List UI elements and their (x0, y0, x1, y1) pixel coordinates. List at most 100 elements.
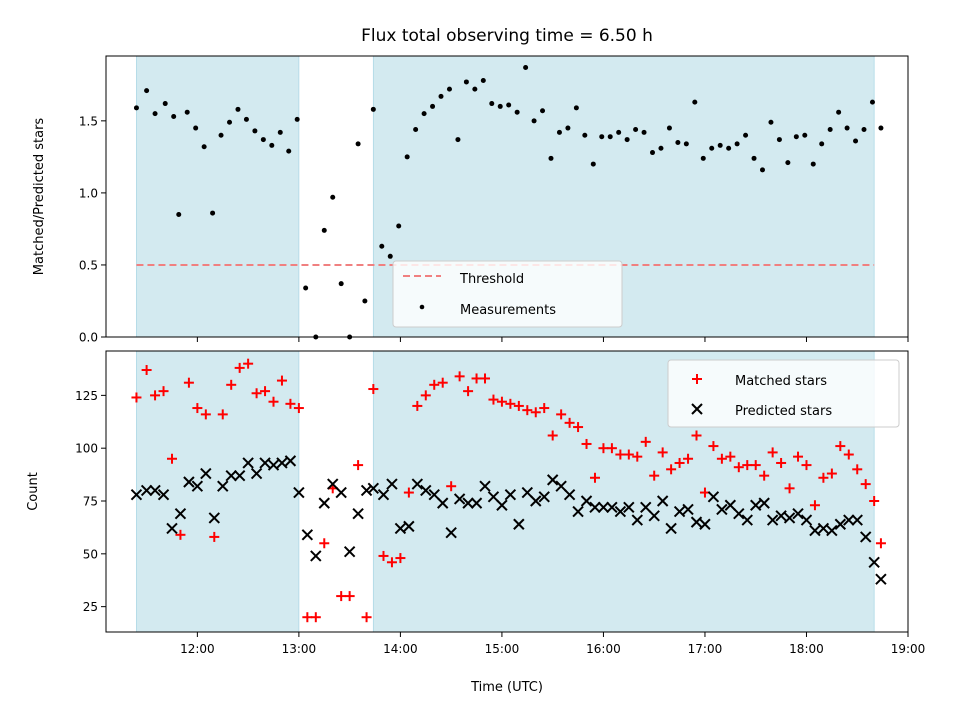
marker-stroke (623, 501, 635, 514)
marker-stroke (834, 518, 847, 530)
measurement-point (321, 227, 327, 233)
matched-star-point (260, 386, 271, 397)
matched-star-point (226, 379, 237, 390)
predicted-star-point (538, 491, 550, 503)
measurement-point (162, 101, 168, 107)
predicted-star-point (750, 499, 762, 511)
marker-stroke (775, 510, 787, 522)
marker-stroke (394, 522, 407, 535)
matched-star-point (708, 441, 719, 452)
marker-stroke (792, 507, 804, 520)
predicted-star-point (377, 488, 390, 501)
matched-star-point (183, 377, 194, 388)
predicted-star-point (242, 457, 254, 469)
matched-star-point (809, 500, 820, 511)
matched-star-point (344, 591, 355, 602)
marker-stroke (327, 478, 339, 490)
predicted-star-point (859, 531, 872, 543)
measurement-point (793, 134, 799, 140)
predicted-star-point (233, 469, 246, 482)
y-tick-label: 75 (83, 495, 98, 509)
marker-stroke (809, 524, 821, 537)
measurement-point (548, 155, 554, 161)
marker-stroke (504, 488, 517, 501)
predicted-star-point (301, 529, 314, 541)
matched-star-point (488, 394, 499, 405)
marker-stroke (284, 455, 297, 467)
measurement-point (176, 212, 182, 218)
measurement-point (421, 111, 427, 117)
marker-stroke (267, 459, 280, 471)
predicted-star-point (208, 512, 220, 524)
predicted-star-point (597, 501, 610, 514)
chart-title: Flux total observing time = 6.50 h (361, 26, 653, 46)
predicted-star-point (183, 476, 195, 488)
predicted-star-point (360, 484, 373, 497)
predicted-star-point (453, 493, 466, 505)
marker-stroke (217, 480, 229, 492)
marker-stroke (166, 522, 178, 535)
predicted-star-point (200, 467, 212, 480)
matched-star-point (141, 365, 152, 376)
measurement-point (759, 167, 765, 173)
marker-stroke (276, 457, 288, 469)
marker-stroke (631, 514, 643, 526)
predicted-star-point (504, 488, 517, 501)
legend-measurements-swatch (419, 304, 425, 310)
predicted-star-point (875, 573, 887, 585)
predicted-star-point (335, 486, 347, 499)
measurement-point (362, 298, 368, 304)
marker-stroke (597, 501, 610, 514)
measurement-point (171, 114, 177, 120)
matched-star-point (395, 553, 406, 564)
y-tick-label: 0.0 (79, 331, 98, 345)
predicted-star-point (682, 503, 694, 516)
measurement-point (878, 125, 884, 131)
marker-stroke (800, 514, 813, 526)
x-tick-label: 15:00 (485, 642, 520, 656)
predicted-star-point (614, 505, 627, 518)
matched-star-point (336, 591, 347, 602)
marker-stroke (191, 480, 204, 492)
matched-star-point (353, 460, 364, 471)
matched-star-point (733, 462, 744, 473)
legend-matched-swatch (692, 374, 702, 384)
matched-star-point (547, 430, 558, 441)
y-tick-label: 50 (83, 547, 98, 561)
matched-star-point (505, 398, 516, 409)
predicted-star-point (174, 507, 187, 520)
predicted-star-point (394, 522, 407, 535)
predicted-star-point (868, 556, 880, 568)
marker-stroke (530, 495, 542, 507)
legend-matched-label: Matched stars (735, 374, 827, 389)
matched-star-point (302, 612, 313, 623)
predicted-star-point (250, 467, 263, 480)
measurement-point (489, 101, 495, 107)
marker-stroke (614, 505, 627, 518)
marker-stroke (546, 474, 559, 486)
x-tick-label: 12:00 (180, 642, 215, 656)
predicted-star-point (546, 474, 559, 486)
marker-stroke (690, 516, 703, 528)
matched-star-point (268, 396, 279, 407)
y-tick-label: 25 (83, 600, 98, 614)
measurement-point (396, 223, 402, 229)
marker-stroke (875, 573, 887, 585)
marker-stroke (157, 488, 170, 501)
marker-stroke (411, 478, 424, 490)
y-tick-label: 125 (75, 389, 98, 403)
marker-stroke (691, 403, 703, 415)
measurement-point (243, 116, 249, 122)
marker-stroke (233, 469, 246, 482)
top-measurement-points (133, 65, 884, 340)
predicted-star-point (783, 512, 796, 524)
predicted-star-point (733, 507, 745, 520)
bottom-y-axis-label: Count (26, 472, 41, 511)
predicted-star-point (834, 518, 847, 530)
measurement-point (387, 253, 393, 259)
matched-star-point (192, 403, 203, 414)
measurement-point (152, 111, 158, 117)
measurement-point (717, 142, 723, 148)
measurement-point (573, 105, 579, 111)
